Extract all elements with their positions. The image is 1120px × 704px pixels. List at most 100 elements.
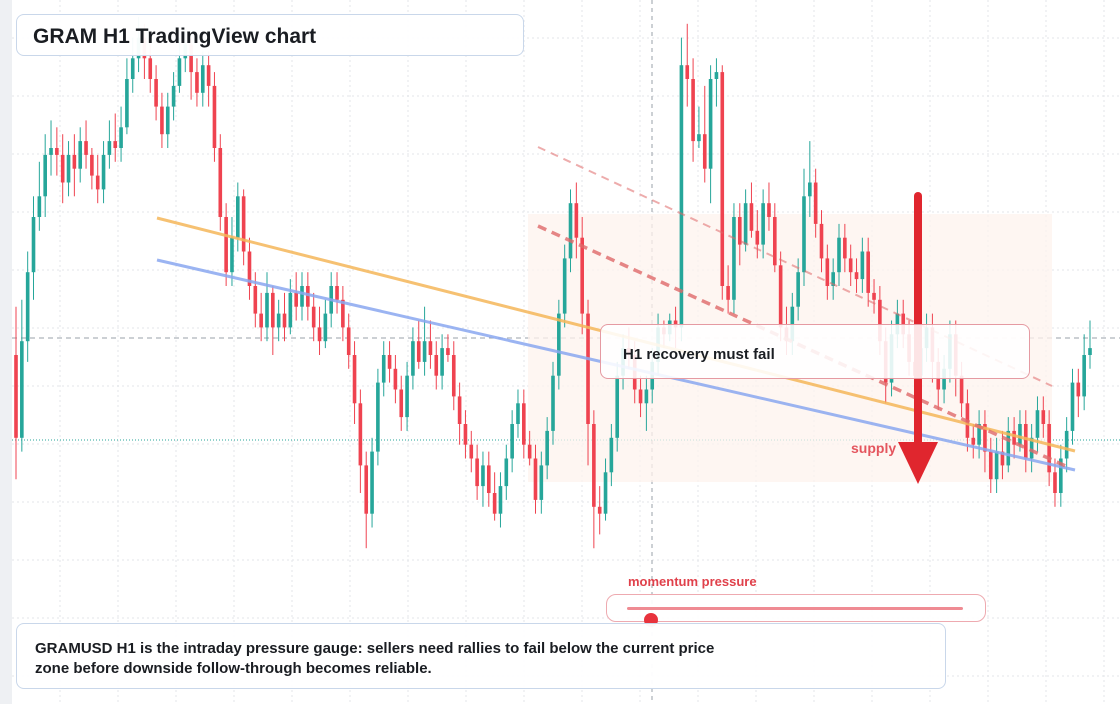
candle [107,120,112,169]
candle [457,382,462,445]
candle [872,279,876,314]
candle-body [253,286,258,314]
candle-body [1076,382,1081,397]
candle-body [224,217,228,273]
candle [165,92,170,148]
candle-body [364,465,369,514]
candle [113,113,118,162]
candle-body [405,375,409,418]
candle [276,299,281,342]
candle-body [416,341,421,362]
candle [84,120,88,169]
candle [597,486,602,535]
candle-body [691,79,695,142]
candle [679,37,684,342]
candle [720,65,725,300]
candle-body [95,175,100,190]
candle-body [726,286,730,300]
candle-body [212,85,217,148]
candle-body [481,465,485,487]
candle [451,341,456,411]
candle-body [171,85,176,107]
candle-body [101,154,106,190]
candle-body [475,458,479,487]
candle-body [66,154,71,183]
candle-body [702,134,707,169]
candle-body [160,106,164,135]
candle-body [533,458,538,500]
candle-body [901,313,906,335]
candle-body [848,258,853,273]
candle-body [317,327,322,342]
candle [749,182,754,238]
candle [49,120,53,176]
candle-body [615,375,620,438]
candle [171,72,176,121]
candle [697,106,701,148]
candle-body [1064,430,1069,459]
candle-body [113,141,118,148]
candle [516,389,520,438]
candle-body [790,306,795,342]
candle-body [55,148,59,155]
candle [574,182,579,259]
candle-body [294,292,298,307]
candle [271,286,275,355]
candle [37,161,42,231]
candle [154,65,158,121]
candle [101,141,106,204]
candle-body [510,424,514,459]
candle [20,299,24,452]
candle-body [603,472,608,514]
commentary-panel: GRAMUSD H1 is the intraday pressure gaug… [16,623,946,689]
candle-body [895,313,900,335]
candle-body [854,272,859,280]
candle-body [1041,410,1046,424]
candle [1064,417,1069,473]
candle [14,306,18,480]
candle [78,127,83,183]
candle-body [1006,430,1011,466]
candle-body [271,292,275,328]
candle-body [825,258,830,286]
candle [866,237,871,307]
candle-body [597,506,602,514]
momentum-label: momentum pressure [628,574,757,589]
candle [119,106,123,162]
candle-body [60,154,65,183]
candle [160,92,164,148]
candle-body [557,313,561,376]
candle [95,154,100,204]
candle-body [276,313,281,328]
candle [1006,417,1011,473]
candle-body [545,430,549,466]
candle [288,279,293,335]
candle-body [761,203,765,245]
candle-body [860,251,865,280]
chart-title: GRAM H1 TradingView chart [33,25,317,48]
candle-body [300,286,304,307]
candle-body [206,65,211,86]
candle [323,299,328,349]
candle-body [492,493,497,514]
momentum-gauge [606,594,986,627]
candle-body [265,292,269,328]
candle-body [451,355,456,397]
candle-body [25,272,30,342]
candle-body [878,299,882,342]
candle [195,58,199,107]
candle-body [376,382,380,452]
candle-body [235,196,240,238]
candle [813,168,818,238]
candle-body [37,196,42,217]
candle-body [574,203,579,238]
candle [387,341,392,383]
candle-body [387,355,392,369]
candle-body [772,217,777,266]
candle [644,375,649,431]
candle [1041,396,1046,438]
candle-body [580,237,584,314]
candle [609,424,614,487]
candle-body [358,403,363,466]
